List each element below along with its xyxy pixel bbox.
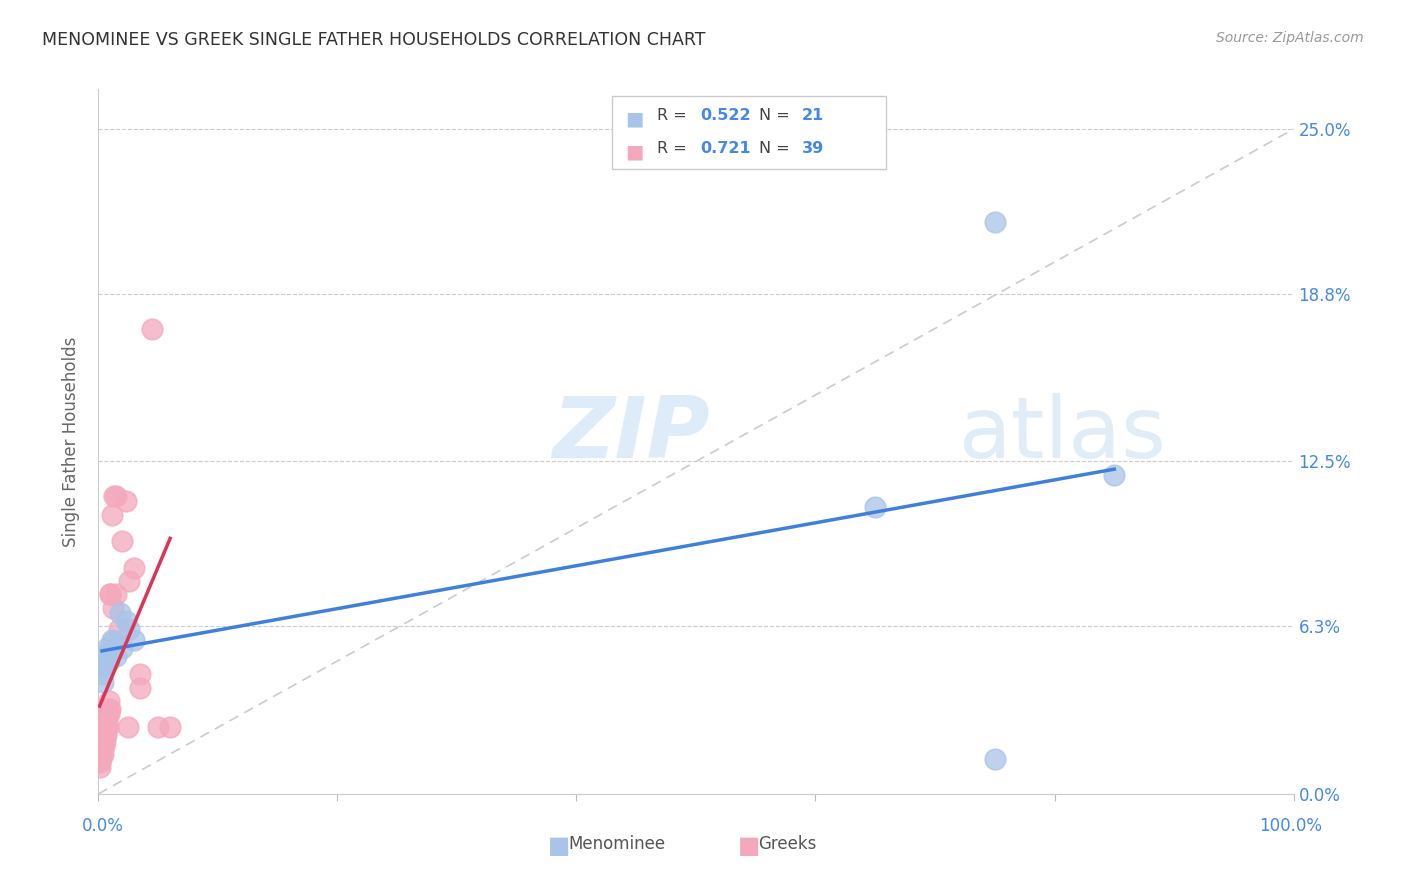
- Point: [98, 587, 122, 601]
- Point: [96, 707, 118, 722]
- Point: [98, 702, 121, 716]
- Point: [96, 640, 118, 655]
- Point: [984, 215, 1007, 229]
- Point: [91, 747, 114, 761]
- Point: [90, 752, 112, 766]
- Point: [98, 640, 122, 655]
- Text: ■: ■: [626, 110, 644, 128]
- Point: [148, 720, 170, 734]
- Text: Greeks: Greeks: [758, 835, 817, 853]
- Point: [89, 755, 111, 769]
- Point: [96, 728, 118, 742]
- Point: [103, 640, 125, 655]
- Point: [91, 747, 114, 761]
- Text: ■: ■: [548, 834, 571, 857]
- Point: [124, 561, 146, 575]
- Point: [98, 587, 122, 601]
- Point: [129, 681, 152, 695]
- Point: [107, 622, 129, 636]
- Text: ■: ■: [626, 143, 644, 161]
- Point: [91, 667, 114, 681]
- Point: [115, 614, 138, 628]
- Point: [105, 587, 128, 601]
- Text: atlas: atlas: [959, 393, 1167, 476]
- Point: [96, 713, 118, 727]
- Point: [111, 534, 134, 549]
- Point: [103, 489, 125, 503]
- Text: 0.0%: 0.0%: [82, 817, 124, 835]
- Point: [98, 694, 121, 708]
- Text: 0.721: 0.721: [700, 141, 751, 156]
- Point: [94, 654, 117, 668]
- Text: 39: 39: [801, 141, 824, 156]
- Point: [115, 494, 138, 508]
- Point: [100, 632, 122, 647]
- Point: [93, 739, 115, 753]
- Point: [94, 733, 117, 747]
- Point: [91, 739, 114, 753]
- Point: [124, 632, 146, 647]
- Point: [105, 648, 128, 663]
- Point: [93, 728, 115, 742]
- Y-axis label: Single Father Households: Single Father Households: [62, 336, 80, 547]
- Text: N =: N =: [759, 141, 796, 156]
- Text: R =: R =: [657, 141, 692, 156]
- Text: 0.522: 0.522: [700, 108, 751, 123]
- Point: [100, 508, 122, 522]
- Point: [105, 489, 128, 503]
- Text: ■: ■: [738, 834, 761, 857]
- Point: [1104, 467, 1126, 482]
- Text: ZIP: ZIP: [553, 393, 710, 476]
- Text: 100.0%: 100.0%: [1260, 817, 1322, 835]
- Text: MENOMINEE VS GREEK SINGLE FATHER HOUSEHOLDS CORRELATION CHART: MENOMINEE VS GREEK SINGLE FATHER HOUSEHO…: [42, 31, 706, 49]
- Point: [129, 667, 152, 681]
- Point: [97, 707, 120, 722]
- Text: R =: R =: [657, 108, 692, 123]
- Point: [108, 606, 131, 620]
- Text: N =: N =: [759, 108, 796, 123]
- Point: [97, 646, 120, 660]
- Point: [118, 622, 141, 636]
- Point: [101, 635, 124, 649]
- Point: [93, 659, 115, 673]
- Point: [141, 321, 163, 335]
- Point: [984, 752, 1007, 766]
- Point: [101, 600, 124, 615]
- Point: [111, 640, 134, 655]
- Text: Source: ZipAtlas.com: Source: ZipAtlas.com: [1216, 31, 1364, 45]
- Point: [117, 720, 139, 734]
- Point: [97, 720, 120, 734]
- Point: [865, 500, 887, 514]
- Text: 21: 21: [801, 108, 824, 123]
- Point: [93, 733, 115, 747]
- Point: [91, 675, 114, 690]
- Text: Menominee: Menominee: [568, 835, 665, 853]
- Point: [91, 733, 114, 747]
- Point: [118, 574, 141, 589]
- Point: [89, 760, 111, 774]
- Point: [159, 720, 181, 734]
- Point: [94, 720, 117, 734]
- Point: [90, 747, 112, 761]
- Point: [97, 702, 120, 716]
- Point: [98, 654, 121, 668]
